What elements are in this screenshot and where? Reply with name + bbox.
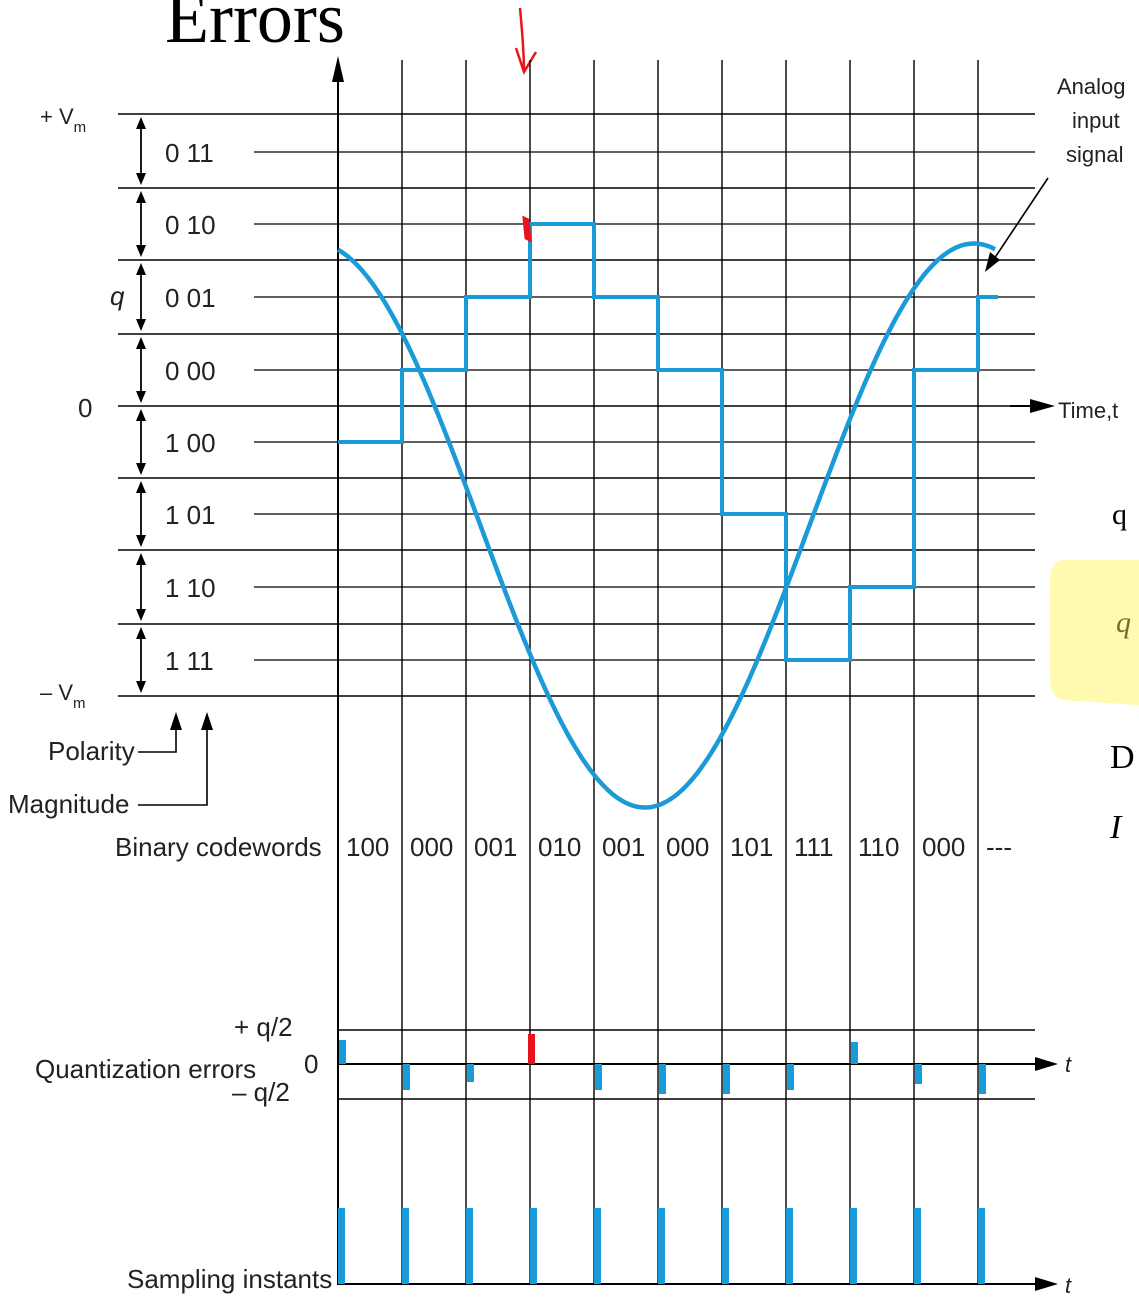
- polarity-label: Polarity: [48, 736, 135, 766]
- magnitude-label: Magnitude: [8, 789, 129, 819]
- minus-vm-label: – Vm: [40, 680, 86, 712]
- codeword-value: 111: [794, 832, 834, 862]
- level-code-label: 0 11: [165, 138, 214, 168]
- highlight-box: [1050, 560, 1139, 705]
- level-code-label: 0 01: [165, 283, 216, 313]
- codeword-value: 100: [346, 832, 389, 862]
- codeword-value: 000: [410, 832, 453, 862]
- codeword-value: ---: [986, 832, 1012, 862]
- svg-text:input: input: [1072, 108, 1120, 133]
- double-arrow-icon: [136, 337, 146, 403]
- error-bar: [851, 1042, 858, 1064]
- sample-pulse: [786, 1208, 793, 1284]
- codeword-value: 010: [538, 832, 581, 862]
- sampling-axis-arrow-icon: [1035, 1277, 1058, 1291]
- quantized-staircase: [338, 222, 998, 662]
- magnitude-arrow-icon: [201, 712, 213, 730]
- codeword-value: 110: [858, 832, 899, 862]
- sample-pulse: [594, 1208, 601, 1284]
- svg-text:q: q: [1112, 498, 1127, 531]
- q-label: q: [110, 281, 125, 311]
- codewords-label: Binary codewords: [115, 832, 322, 862]
- error-bar: [403, 1064, 410, 1090]
- sample-pulse: [338, 1208, 345, 1284]
- codeword-value: 001: [602, 832, 645, 862]
- red-arrow-marker: [514, 7, 538, 75]
- zero-level-label: 0: [78, 393, 92, 423]
- error-bar: [659, 1064, 666, 1094]
- analog-annotation: Analog input signal: [985, 74, 1126, 272]
- time-label: Time,t: [1058, 398, 1118, 423]
- errors-zero-label: 0: [304, 1049, 318, 1079]
- errors-plot: Quantization errors + q/2 0 – q/2 t: [35, 1012, 1072, 1107]
- double-arrow-icon: [136, 481, 146, 547]
- horizontal-gridlines: [118, 113, 1035, 697]
- sample-pulse: [722, 1208, 729, 1284]
- polarity-arrow-icon: [170, 712, 182, 730]
- sample-pulse: [978, 1208, 985, 1284]
- double-arrow-icon: [136, 117, 146, 185]
- error-bar: [979, 1064, 986, 1094]
- error-bar: [787, 1064, 794, 1090]
- double-arrow-icon: [136, 627, 146, 693]
- double-arrow-icon: [136, 191, 146, 257]
- errors-label: Quantization errors: [35, 1054, 256, 1084]
- level-code-label: 1 11: [165, 646, 214, 676]
- sample-pulse: [402, 1208, 409, 1284]
- plus-half-q-label: + q/2: [234, 1012, 293, 1042]
- red-error-marker: [528, 1034, 535, 1064]
- sample-pulse: [658, 1208, 665, 1284]
- svg-text:signal: signal: [1066, 142, 1123, 167]
- title-fragment: Errors: [165, 0, 345, 58]
- polarity-magnitude: Polarity Magnitude: [8, 712, 213, 819]
- errors-t-label: t: [1065, 1052, 1072, 1077]
- double-arrow-icon: [136, 409, 146, 475]
- time-axis-arrow-icon: [1030, 399, 1055, 413]
- analog-signal-curve: [336, 241, 997, 810]
- sample-pulse: [914, 1208, 921, 1284]
- y-axis: [332, 56, 344, 1285]
- double-arrow-icon: [136, 553, 146, 621]
- sample-pulse: [466, 1208, 473, 1284]
- sample-pulse: [850, 1208, 857, 1284]
- error-bar: [467, 1064, 474, 1082]
- time-axis: Time,t: [1010, 398, 1118, 423]
- level-labels: + Vm – Vm 0 q 0 11 0 10 0 01 0 00 1 00 1 01 1 …: [40, 104, 216, 712]
- plus-vm-label: + Vm: [40, 104, 86, 136]
- codewords-row: Binary codewords 100 000 001 010 001 000 101 11…: [115, 832, 1012, 862]
- svg-text:I: I: [1109, 809, 1123, 846]
- error-bar: [915, 1064, 922, 1084]
- red-peak-marker: [522, 215, 532, 243]
- svg-text:D: D: [1110, 739, 1135, 776]
- level-code-label: 0 10: [165, 210, 216, 240]
- codeword-value: 101: [730, 832, 773, 862]
- analog-pointer-arrow-icon: [985, 252, 1000, 272]
- error-bar: [339, 1040, 346, 1064]
- codeword-value: 000: [922, 832, 965, 862]
- level-code-label: 1 10: [165, 573, 216, 603]
- svg-text:Analog: Analog: [1057, 74, 1126, 99]
- level-code-label: 1 00: [165, 428, 216, 458]
- error-bar: [595, 1064, 602, 1090]
- level-code-label: 0 00: [165, 356, 216, 386]
- sampling-label: Sampling instants: [127, 1264, 332, 1294]
- vertical-gridlines: [401, 60, 979, 1284]
- side-text: q q D I: [1109, 498, 1135, 846]
- double-arrow-icon: [136, 263, 146, 331]
- svg-text:q: q: [1116, 606, 1131, 639]
- sample-pulse: [530, 1208, 537, 1284]
- sampling-t-label: t: [1065, 1273, 1072, 1298]
- y-axis-arrow-icon: [332, 56, 344, 82]
- error-bar: [723, 1064, 730, 1094]
- sampling-plot: Sampling instants t: [127, 1208, 1072, 1298]
- errors-axis-arrow-icon: [1035, 1057, 1058, 1071]
- minus-half-q-label: – q/2: [232, 1077, 290, 1107]
- level-code-label: 1 01: [165, 500, 216, 530]
- codeword-value: 001: [474, 832, 517, 862]
- codeword-value: 000: [666, 832, 709, 862]
